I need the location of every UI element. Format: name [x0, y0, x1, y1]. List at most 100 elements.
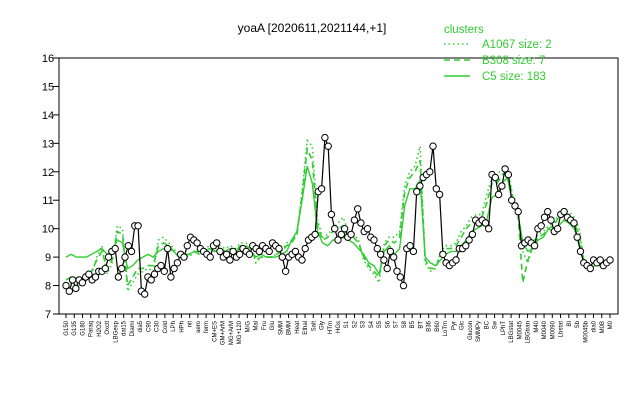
x-tick-label: LoTm [443, 321, 449, 336]
x-tick-label: Glu [270, 321, 276, 330]
data-point [301, 244, 309, 253]
x-tick-label: HGs [336, 321, 342, 333]
data-point [508, 196, 516, 204]
data-point [435, 190, 444, 199]
y-tick-label: 13 [42, 138, 54, 150]
x-tick-label: M0045b [583, 320, 589, 342]
x-tick-label: Ethal [303, 321, 309, 335]
y-tick-label: 7 [45, 309, 51, 321]
data-point [321, 133, 329, 142]
x-tick-label: GM+ArM [221, 321, 227, 345]
data-point [481, 219, 490, 227]
legend-title: clusters [444, 24, 484, 36]
x-tick-label: Sb [575, 320, 581, 328]
x-tick-label: Heat [295, 321, 301, 334]
data-point [560, 207, 568, 216]
x-tick-label: G150 [64, 320, 70, 335]
x-tick-label: Oxctl [105, 321, 111, 335]
y-tick-label: 15 [42, 81, 54, 93]
x-tick-label: M0B [600, 321, 606, 333]
x-tick-label: Paraq [89, 321, 95, 337]
data-point [468, 230, 477, 239]
data-point [396, 273, 404, 281]
x-tick-label: dia0 [592, 320, 598, 332]
data-point [65, 287, 74, 295]
data-point [72, 284, 80, 293]
y-tick-label: 11 [42, 195, 53, 207]
x-tick-label: LPhT [501, 321, 507, 336]
x-tick-label: M0045 [517, 320, 523, 339]
legend-label: B308 size: 7 [482, 55, 545, 67]
data-point [347, 230, 355, 239]
data-point [465, 236, 473, 244]
data-point [596, 256, 604, 264]
x-tick-label: Cold [163, 321, 169, 333]
data-point [62, 281, 70, 290]
data-point [406, 242, 414, 250]
x-tick-label: G135 [72, 320, 78, 335]
data-point [386, 247, 395, 256]
data-point [180, 253, 188, 261]
data-point [530, 242, 539, 250]
x-tick-label: nit [188, 321, 194, 328]
x-tick-label: BT [418, 321, 424, 329]
data-point [222, 250, 231, 259]
data-point [363, 225, 372, 233]
data-point [452, 256, 460, 264]
data-point [167, 273, 175, 281]
data-point [380, 256, 388, 264]
x-tick-label: B36 [427, 320, 433, 331]
data-point [350, 216, 359, 224]
data-point [281, 267, 290, 275]
data-point [324, 142, 332, 150]
data-point [540, 213, 549, 222]
data-point [409, 247, 418, 256]
x-tick-label: C30 [155, 320, 161, 332]
data-point [160, 267, 169, 275]
data-point [255, 247, 263, 256]
y-tick-label: 12 [42, 167, 54, 179]
legend-label: A1067 size: 2 [482, 39, 552, 51]
data-point [170, 264, 178, 273]
x-tick-label: Lbstat [559, 321, 565, 338]
data-point [317, 185, 326, 193]
series-line [65, 145, 610, 289]
x-tick-label: Glucon [468, 321, 474, 340]
data-point [118, 264, 126, 273]
data-point [570, 219, 578, 227]
x-tick-label: dia5 [138, 320, 144, 332]
y-tick-label: 16 [42, 53, 54, 65]
data-point [547, 216, 555, 224]
data-point [498, 182, 506, 190]
data-point [104, 253, 113, 261]
x-tick-label: Mal [254, 321, 260, 331]
data-point [327, 210, 336, 219]
data-point [416, 182, 424, 190]
series-layer [65, 138, 611, 294]
x-tick-label: Sw [493, 320, 499, 329]
x-tick-label: ferm [204, 321, 210, 333]
x-tick-label: Diami [130, 321, 136, 336]
data-point [334, 236, 342, 244]
x-tick-label: M0040 [542, 320, 548, 339]
data-point [370, 236, 378, 244]
x-tick-label: M40 [534, 320, 540, 332]
data-point [275, 244, 283, 253]
x-tick-label: Salt [311, 321, 317, 332]
x-tick-label: BI [567, 321, 573, 327]
x-tick-label: LBGstat [509, 321, 515, 343]
data-point [606, 256, 614, 264]
data-point [311, 230, 319, 239]
data-point [85, 270, 93, 278]
data-point [101, 264, 110, 273]
data-point [383, 264, 391, 273]
data-point [354, 205, 362, 213]
data-point [91, 273, 100, 281]
data-point [494, 190, 503, 199]
data-point [399, 281, 408, 290]
data-point [226, 256, 234, 264]
data-point [537, 222, 545, 230]
y-tick-label: 14 [42, 110, 54, 122]
x-tick-label: S6 [385, 320, 391, 328]
